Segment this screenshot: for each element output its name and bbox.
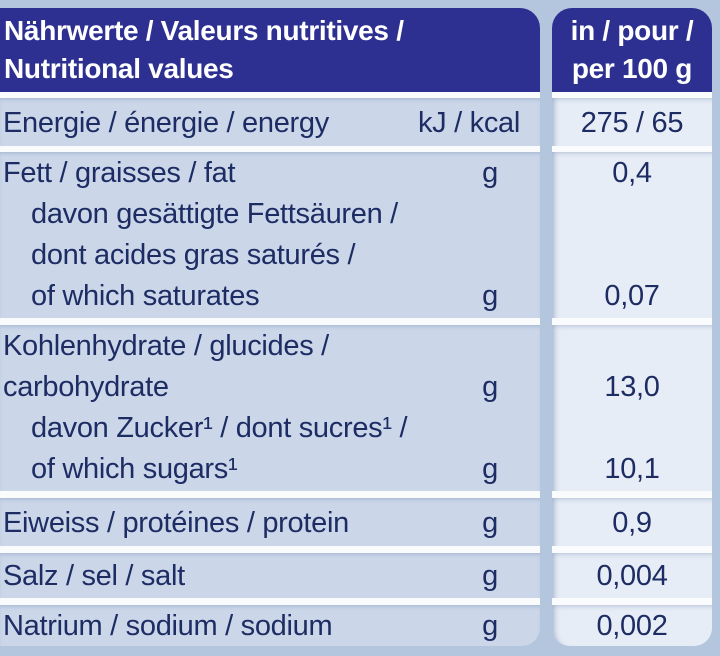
nutrient-value-spacer (552, 194, 712, 235)
column-gutter (540, 553, 552, 605)
nutrient-name: Fett / graisses / fat (3, 157, 236, 189)
header-amount-line-1: in / pour / (570, 15, 694, 46)
nutrient-value-spacer (552, 408, 712, 449)
nutrient-name: Salz / sel / salt (3, 560, 185, 592)
nutrient-name: Natrium / sodium / sodium (3, 610, 333, 642)
nutrient-value-cell: 13,0 10,1 (552, 325, 712, 498)
nutrient-label-cell: Salz / sel / salt g (0, 553, 540, 605)
nutrient-value-cell: 0,004 (552, 553, 712, 605)
header-title-line-2: Nutritional values (4, 53, 234, 84)
row-fat: Fett / graisses / fat g davon gesättigte… (0, 152, 712, 325)
nutrient-value: 0,9 (612, 507, 652, 539)
nutrient-name: Energie / énergie / energy (3, 107, 329, 139)
column-gutter (540, 325, 552, 498)
nutrient-value-cell: 0,002 (552, 605, 712, 646)
nutrient-name: of which sugars¹ (31, 453, 238, 485)
nutrient-value: 10,1 (604, 453, 660, 485)
nutrient-label-cell: Fett / graisses / fat g davon gesättigte… (0, 152, 540, 325)
nutrient-subline: dont acides gras saturés / (3, 235, 540, 276)
nutrient-subline: of which sugars¹ g (3, 449, 540, 490)
nutrient-subline: davon Zucker¹ / dont sucres¹ / (3, 408, 540, 449)
column-gutter (540, 498, 552, 553)
nutrient-unit: g (482, 157, 498, 189)
column-gutter (540, 8, 552, 98)
nutrient-value: 0,004 (596, 560, 668, 592)
nutrient-value: 0,4 (612, 157, 652, 189)
nutrient-value-cell: 0,9 (552, 498, 712, 553)
table-header-row: Nährwerte / Valeurs nutritives / Nutriti… (0, 8, 712, 98)
nutrient-line: Eiweiss / protéines / protein g (3, 499, 540, 546)
nutrient-name: davon Zucker¹ / dont sucres¹ / (31, 412, 408, 444)
header-title-cell: Nährwerte / Valeurs nutritives / Nutriti… (0, 8, 540, 98)
row-protein: Eiweiss / protéines / protein g 0,9 (0, 498, 712, 553)
column-gutter (540, 605, 552, 646)
nutrient-label-cell: Natrium / sodium / sodium g (0, 605, 540, 646)
nutrient-name: dont acides gras saturés / (31, 239, 356, 271)
nutrient-unit: kJ / kcal (417, 107, 520, 139)
nutrient-line: Fett / graisses / fat g (3, 153, 540, 194)
nutrient-label-cell: Kohlenhydrate / glucides / carbohydrate … (0, 325, 540, 498)
row-carbohydrate: Kohlenhydrate / glucides / carbohydrate … (0, 325, 712, 498)
nutrient-value-cell: 275 / 65 (552, 98, 712, 152)
nutrient-subline: of which saturates g (3, 276, 540, 317)
nutrient-unit: g (482, 280, 498, 312)
row-sodium: Natrium / sodium / sodium g 0,002 (0, 605, 712, 646)
column-gutter (540, 98, 552, 152)
nutrient-unit: g (482, 507, 498, 539)
nutrient-name: Kohlenhydrate / glucides / (3, 330, 329, 362)
nutrient-line: Kohlenhydrate / glucides / (3, 326, 540, 367)
header-amount-cell: in / pour / per 100 g (552, 8, 712, 98)
row-energy: Energie / énergie / energy kJ / kcal 275… (0, 98, 712, 152)
nutrient-label-cell: Energie / énergie / energy kJ / kcal (0, 98, 540, 152)
nutrient-line: Natrium / sodium / sodium g (3, 606, 540, 646)
nutrient-name: of which saturates (31, 280, 260, 312)
nutrient-subline: davon gesättigte Fettsäuren / (3, 194, 540, 235)
nutrient-label-cell: Eiweiss / protéines / protein g (0, 498, 540, 553)
nutrient-value: 13,0 (604, 371, 660, 403)
nutrient-name: Eiweiss / protéines / protein (3, 507, 349, 539)
nutrient-unit: g (482, 610, 498, 642)
nutrient-value-cell: 0,4 0,07 (552, 152, 712, 325)
nutrient-value: 275 / 65 (580, 107, 684, 139)
header-amount-line-2: per 100 g (571, 53, 693, 84)
nutrient-line: Salz / sel / salt g (3, 554, 540, 598)
nutrient-value: 0,002 (596, 610, 668, 642)
nutrient-name: carbohydrate (3, 371, 169, 403)
nutrient-unit: g (482, 560, 498, 592)
row-salt: Salz / sel / salt g 0,004 (0, 553, 712, 605)
nutrient-line: Energie / énergie / energy kJ / kcal (3, 99, 540, 146)
nutrient-value-spacer (552, 326, 712, 367)
nutrient-unit: g (482, 371, 498, 403)
nutrient-name: davon gesättigte Fettsäuren / (31, 198, 398, 230)
header-title-line-1: Nährwerte / Valeurs nutritives / (4, 15, 404, 46)
nutrient-value-spacer (552, 235, 712, 276)
nutrient-line: carbohydrate g (3, 367, 540, 408)
nutrient-value: 0,07 (604, 280, 660, 312)
column-gutter (540, 152, 552, 325)
nutrient-unit: g (482, 453, 498, 485)
